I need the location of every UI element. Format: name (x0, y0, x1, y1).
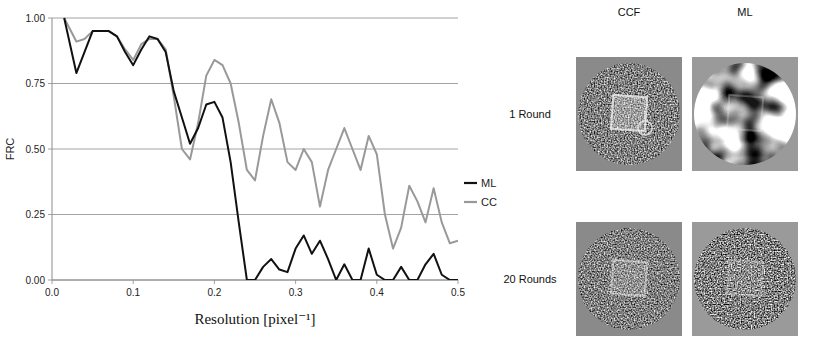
x-tick-label: 0.1 (126, 287, 140, 298)
panel-square (727, 260, 763, 296)
x-tick-label: 0.4 (370, 287, 384, 298)
legend-label: ML (481, 177, 496, 189)
x-axis-title: Resolution [pixel⁻¹] (194, 311, 315, 327)
panel-image (692, 57, 798, 171)
panel-background (692, 222, 798, 336)
x-tick (214, 280, 215, 284)
x-tick (295, 280, 296, 284)
legend-label: CC (481, 196, 497, 208)
y-tick (48, 18, 52, 19)
panel-background (576, 222, 682, 336)
panel-image (576, 222, 682, 336)
figure: 0.00 0.25 0.50 0.75 1.00 0.0 0.1 0.2 0.3 0.4 0.5 Re… (0, 0, 825, 339)
y-tick (48, 280, 52, 281)
row-label: 20 Rounds (503, 273, 557, 285)
x-tick (52, 280, 53, 284)
image-panel (576, 222, 682, 336)
y-tick (48, 214, 52, 215)
panel-image (576, 57, 682, 171)
y-axis (52, 18, 53, 280)
panel-square (611, 260, 647, 296)
image-panel (576, 57, 682, 171)
x-tick (458, 280, 459, 284)
panel-square (727, 95, 763, 131)
image-panel (692, 222, 798, 336)
panel-background (692, 57, 798, 171)
panel-noise (576, 57, 682, 171)
grid-line (52, 149, 458, 150)
legend-swatch (464, 182, 477, 184)
x-tick-label: 0.3 (289, 287, 303, 298)
line-series (64, 18, 458, 249)
panel-image (692, 222, 798, 336)
y-tick-label: 0.50 (26, 144, 46, 155)
panel-blob (638, 121, 652, 135)
panel-noise (692, 222, 798, 336)
y-tick-label: 0.25 (26, 209, 46, 220)
grid-line (52, 214, 458, 215)
x-tick (376, 280, 377, 284)
column-header: CCF (618, 6, 641, 18)
x-tick (133, 280, 134, 284)
y-axis-title: FRC (4, 138, 16, 161)
grid-line (52, 18, 458, 19)
panel-noise (576, 222, 682, 336)
x-tick-label: 0.2 (207, 287, 221, 298)
panel-background (576, 57, 682, 171)
grid-line (52, 83, 458, 84)
row-label: 1 Round (509, 108, 551, 120)
y-tick-label: 0.00 (26, 275, 46, 286)
x-tick-label: 0.5 (451, 287, 465, 298)
y-tick (48, 83, 52, 84)
panel-noise (692, 57, 798, 171)
y-tick (48, 149, 52, 150)
column-header: ML (737, 6, 752, 18)
x-tick-label: 0.0 (45, 287, 59, 298)
legend-swatch (464, 201, 477, 203)
lines (64, 18, 458, 280)
panel-square (611, 95, 647, 131)
image-panel (692, 57, 798, 171)
y-tick-label: 0.75 (26, 78, 46, 89)
line-series (64, 18, 458, 280)
y-tick-label: 1.00 (26, 13, 46, 24)
